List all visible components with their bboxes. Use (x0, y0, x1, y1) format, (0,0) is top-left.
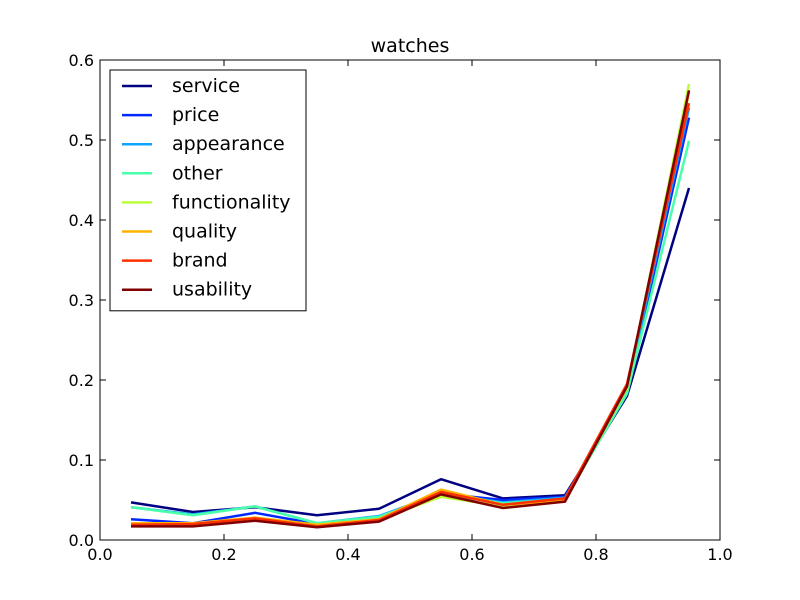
x-tick-label: 0.8 (583, 545, 608, 564)
legend-label-usability: usability (172, 279, 252, 301)
x-tick-label: 0.6 (459, 545, 484, 564)
legend-label-other: other (172, 162, 223, 184)
series-line-usability (131, 90, 691, 529)
legend-label-brand: brand (172, 250, 228, 272)
x-tick-label: 0.0 (87, 545, 112, 564)
legend-label-price: price (172, 104, 219, 126)
series-line-brand (130, 102, 691, 528)
legend: service price appearance other functionality… (109, 69, 307, 312)
legend-label-quality: quality (172, 221, 237, 243)
y-tick-label: 0.4 (69, 211, 94, 230)
x-tick-label: 0.4 (335, 545, 360, 564)
y-tick-label: 0.2 (69, 371, 94, 390)
legend-label-service: service (172, 75, 240, 97)
x-tick-label: 1.0 (707, 545, 732, 564)
y-tick-label: 0.0 (69, 531, 94, 550)
y-tick-label: 0.6 (69, 51, 94, 70)
x-tick-label: 0.2 (211, 545, 236, 564)
legend-box (109, 69, 307, 312)
plot-area (130, 83, 691, 529)
y-tick-label: 0.1 (69, 451, 94, 470)
axes: 0.0 0.2 0.4 0.6 0.8 1.0 0.0 0.1 0.2 0.3 0.4 0.5 0.6 (69, 51, 733, 564)
legend-label-appearance: appearance (172, 133, 285, 155)
y-tick-label: 0.3 (69, 291, 94, 310)
y-tick-label: 0.5 (69, 131, 94, 150)
legend-label-functionality: functionality (172, 191, 291, 213)
chart-title: watches (371, 35, 450, 57)
